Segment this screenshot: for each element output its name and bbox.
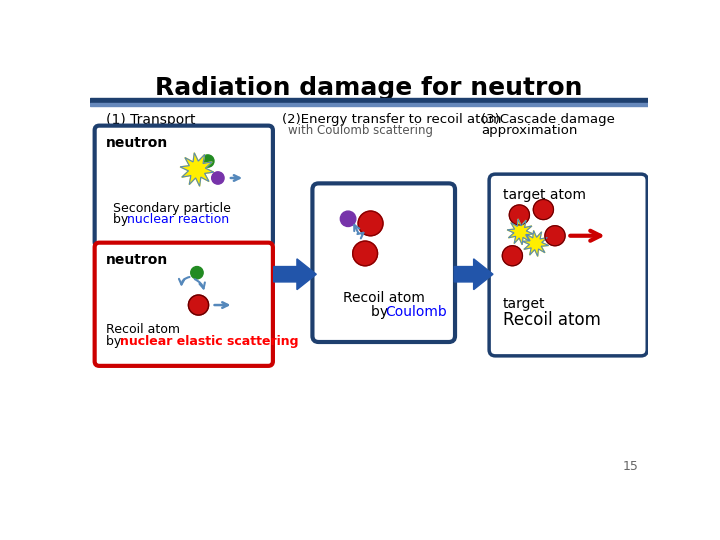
Text: target atom: target atom (503, 188, 586, 202)
Polygon shape (454, 259, 493, 289)
Polygon shape (274, 259, 316, 289)
Text: nuclear reaction: nuclear reaction (127, 213, 230, 226)
Polygon shape (180, 153, 214, 186)
Text: by: by (372, 305, 393, 319)
Circle shape (191, 267, 203, 279)
Text: with Coulomb scattering: with Coulomb scattering (287, 124, 433, 137)
Text: Recoil atom: Recoil atom (503, 311, 601, 329)
Text: target: target (503, 298, 546, 312)
Text: (1) Transport: (1) Transport (106, 113, 195, 127)
Circle shape (189, 295, 209, 315)
Text: approximation: approximation (482, 124, 577, 137)
Text: Radiation damage for neutron: Radiation damage for neutron (156, 76, 582, 100)
FancyBboxPatch shape (94, 242, 273, 366)
Polygon shape (523, 231, 549, 256)
Circle shape (202, 155, 214, 167)
Circle shape (545, 226, 565, 246)
Text: (3)Cascade damage: (3)Cascade damage (482, 113, 616, 126)
Circle shape (358, 211, 383, 236)
Circle shape (353, 241, 377, 266)
Circle shape (534, 200, 554, 220)
FancyBboxPatch shape (94, 126, 273, 247)
FancyBboxPatch shape (489, 174, 647, 356)
Text: 15: 15 (623, 460, 639, 473)
Circle shape (503, 246, 523, 266)
Circle shape (212, 172, 224, 184)
Bar (90, 98, 648, 103)
Text: Coulomb: Coulomb (385, 305, 447, 319)
Text: Secondary particle: Secondary particle (113, 202, 231, 215)
Circle shape (341, 211, 356, 226)
Text: by: by (106, 335, 125, 348)
Text: (2)Energy transfer to recoil atom: (2)Energy transfer to recoil atom (282, 113, 502, 126)
FancyBboxPatch shape (312, 184, 455, 342)
Text: nuclear elastic scattering: nuclear elastic scattering (120, 335, 299, 348)
Text: neutron: neutron (106, 253, 168, 267)
Text: neutron: neutron (106, 137, 168, 151)
Circle shape (509, 205, 529, 225)
Bar (90, 103, 648, 106)
Text: Recoil atom: Recoil atom (343, 291, 425, 305)
Text: Recoil atom: Recoil atom (106, 323, 179, 336)
Polygon shape (507, 219, 533, 245)
Text: by: by (113, 213, 132, 226)
